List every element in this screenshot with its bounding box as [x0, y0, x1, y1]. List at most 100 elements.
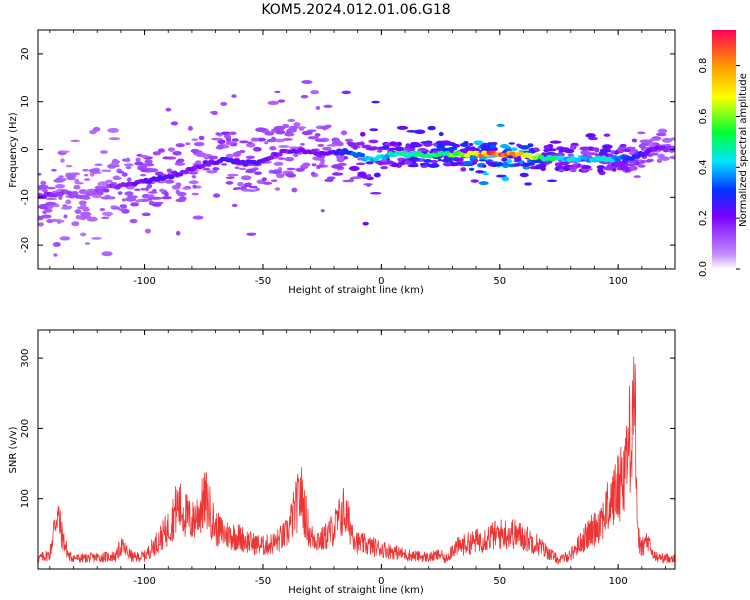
- spectrogram-blob: [135, 199, 143, 203]
- spectrogram-blob: [368, 139, 379, 144]
- spectrogram-blob: [65, 199, 72, 205]
- spectrogram-blob: [70, 139, 80, 143]
- spectrogram-blob: [347, 142, 357, 147]
- spectrogram-blob: [215, 145, 225, 150]
- spectrogram-blob: [629, 165, 638, 171]
- spectrogram-blob: [437, 158, 442, 162]
- spectrogram-blob: [549, 140, 562, 144]
- spectrogram-blob: [478, 181, 489, 186]
- spectrogram-blob: [619, 143, 627, 148]
- spectrogram-blob: [101, 251, 113, 257]
- spectrogram-blob: [244, 182, 253, 186]
- spectrogram-blob: [147, 194, 155, 198]
- spectrogram-blob: [546, 152, 551, 156]
- spectrogram-blob: [220, 131, 231, 136]
- spectrogram-blob: [478, 158, 486, 162]
- spectrogram-blob: [252, 167, 259, 171]
- spectrogram-blob: [363, 183, 373, 186]
- spectrogram-blob: [470, 179, 479, 183]
- spectrogram-ridge-point: [83, 195, 90, 200]
- spectrogram-blob: [262, 181, 273, 185]
- spectrogram-blob: [557, 161, 570, 166]
- spectrogram-blob: [501, 176, 510, 182]
- spectrogram-blob: [310, 90, 320, 95]
- spectrogram-blob: [38, 184, 49, 190]
- spectrogram-blob: [350, 176, 363, 180]
- spectrogram-blob: [441, 158, 453, 163]
- spectrogram-blob: [323, 104, 333, 109]
- spectrogram-blob: [651, 152, 659, 156]
- spectrogram-blob: [331, 172, 344, 176]
- spectrogram-blob: [585, 133, 596, 138]
- spectrogram-blob: [311, 163, 317, 167]
- spectrogram-blob: [159, 188, 166, 193]
- snr-y-tick-label: 100: [20, 489, 31, 508]
- spectrogram-blob: [121, 198, 127, 202]
- spectrogram-blob: [191, 138, 199, 142]
- spectrogram-blob: [389, 141, 398, 146]
- spectrogram-blob: [519, 145, 530, 150]
- spectrogram-blob: [94, 163, 103, 167]
- spectrogram-blob: [423, 159, 432, 163]
- spectrogram-blob: [320, 125, 330, 130]
- spectrogram-blob: [563, 166, 570, 172]
- spectrogram-blob: [657, 128, 668, 134]
- spectrogram-blob: [415, 143, 424, 147]
- spectrogram-blob: [198, 135, 205, 141]
- spectrogram-blob: [291, 187, 298, 193]
- spectrogram-blob: [661, 156, 670, 161]
- spectrogram-blob: [99, 150, 108, 154]
- spectrogram-blob: [491, 162, 502, 167]
- spectrogram-blob: [597, 167, 604, 172]
- spectrogram-blob: [543, 144, 551, 150]
- spectrogram-blob: [59, 236, 71, 241]
- spectrogram-blob: [187, 125, 193, 131]
- spectrogram-blob: [276, 173, 285, 179]
- spectrogram-blob: [496, 123, 505, 127]
- spectrogram-blob: [603, 166, 613, 171]
- spectrogram-blob: [194, 142, 204, 147]
- spectrogram-blob: [41, 188, 49, 193]
- spectrogram-blob: [366, 173, 372, 178]
- spectrogram-blob: [614, 150, 619, 155]
- spectrogram-blob: [341, 90, 352, 95]
- snr-x-axis-label: Height of straight line (km): [288, 585, 424, 596]
- spectrogram-blob: [625, 146, 636, 150]
- spectrogram-blob: [261, 177, 268, 182]
- spectrogram-blob: [101, 216, 110, 220]
- spectrogram-blob: [172, 150, 182, 156]
- spectrogram-x-ticks: -100 -50 0 50 100: [49, 30, 666, 287]
- spectrogram-blob: [319, 158, 325, 164]
- spectrogram-blob: [489, 145, 496, 149]
- spectrogram-blob: [82, 207, 90, 212]
- spectrogram-blob: [134, 188, 141, 192]
- spectrogram-blob: [623, 148, 632, 153]
- spectrogram-blob: [322, 146, 332, 151]
- spectrogram-blob: [192, 215, 204, 220]
- spectrogram-blob: [508, 142, 516, 145]
- spectrogram-blob: [403, 160, 413, 165]
- spectrogram-blob: [60, 150, 70, 153]
- spectrogram-blob: [647, 142, 653, 148]
- spectrogram-x-tick-label: -50: [255, 276, 271, 287]
- spectrogram-blob: [482, 172, 490, 176]
- spectrogram-blob: [211, 137, 223, 141]
- spectrogram-blob: [234, 187, 243, 190]
- spectrogram-blob: [220, 101, 228, 106]
- spectrogram-blob: [407, 164, 419, 168]
- spectrogram-blob: [581, 165, 592, 169]
- spectrogram-blob: [166, 168, 173, 173]
- spectrogram-blob: [320, 209, 325, 213]
- snr-frame: [37, 329, 676, 570]
- spectrogram-blob: [191, 175, 197, 179]
- spectrogram-blob: [362, 221, 369, 226]
- spectrogram-blob: [264, 141, 269, 145]
- spectrogram-blob: [495, 174, 507, 178]
- spectrogram-blob: [373, 172, 381, 178]
- spectrogram-blob: [314, 138, 327, 143]
- spectrogram-blob: [270, 179, 278, 183]
- spectrogram-blob: [543, 149, 549, 153]
- spectrogram-blob: [119, 204, 128, 209]
- spectrogram-blob: [519, 172, 529, 178]
- spectrogram-blob: [669, 155, 675, 160]
